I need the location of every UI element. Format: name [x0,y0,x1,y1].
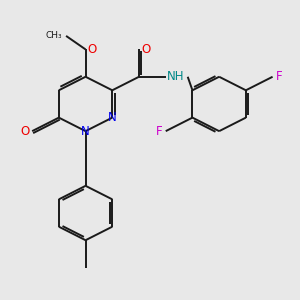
Text: NH: NH [167,70,184,83]
Text: F: F [155,124,162,138]
Text: N: N [81,124,90,138]
Text: O: O [141,43,151,56]
Text: N: N [108,111,117,124]
Text: F: F [276,70,283,83]
Text: O: O [88,43,97,56]
Text: O: O [21,124,30,138]
Text: CH₃: CH₃ [46,32,62,40]
